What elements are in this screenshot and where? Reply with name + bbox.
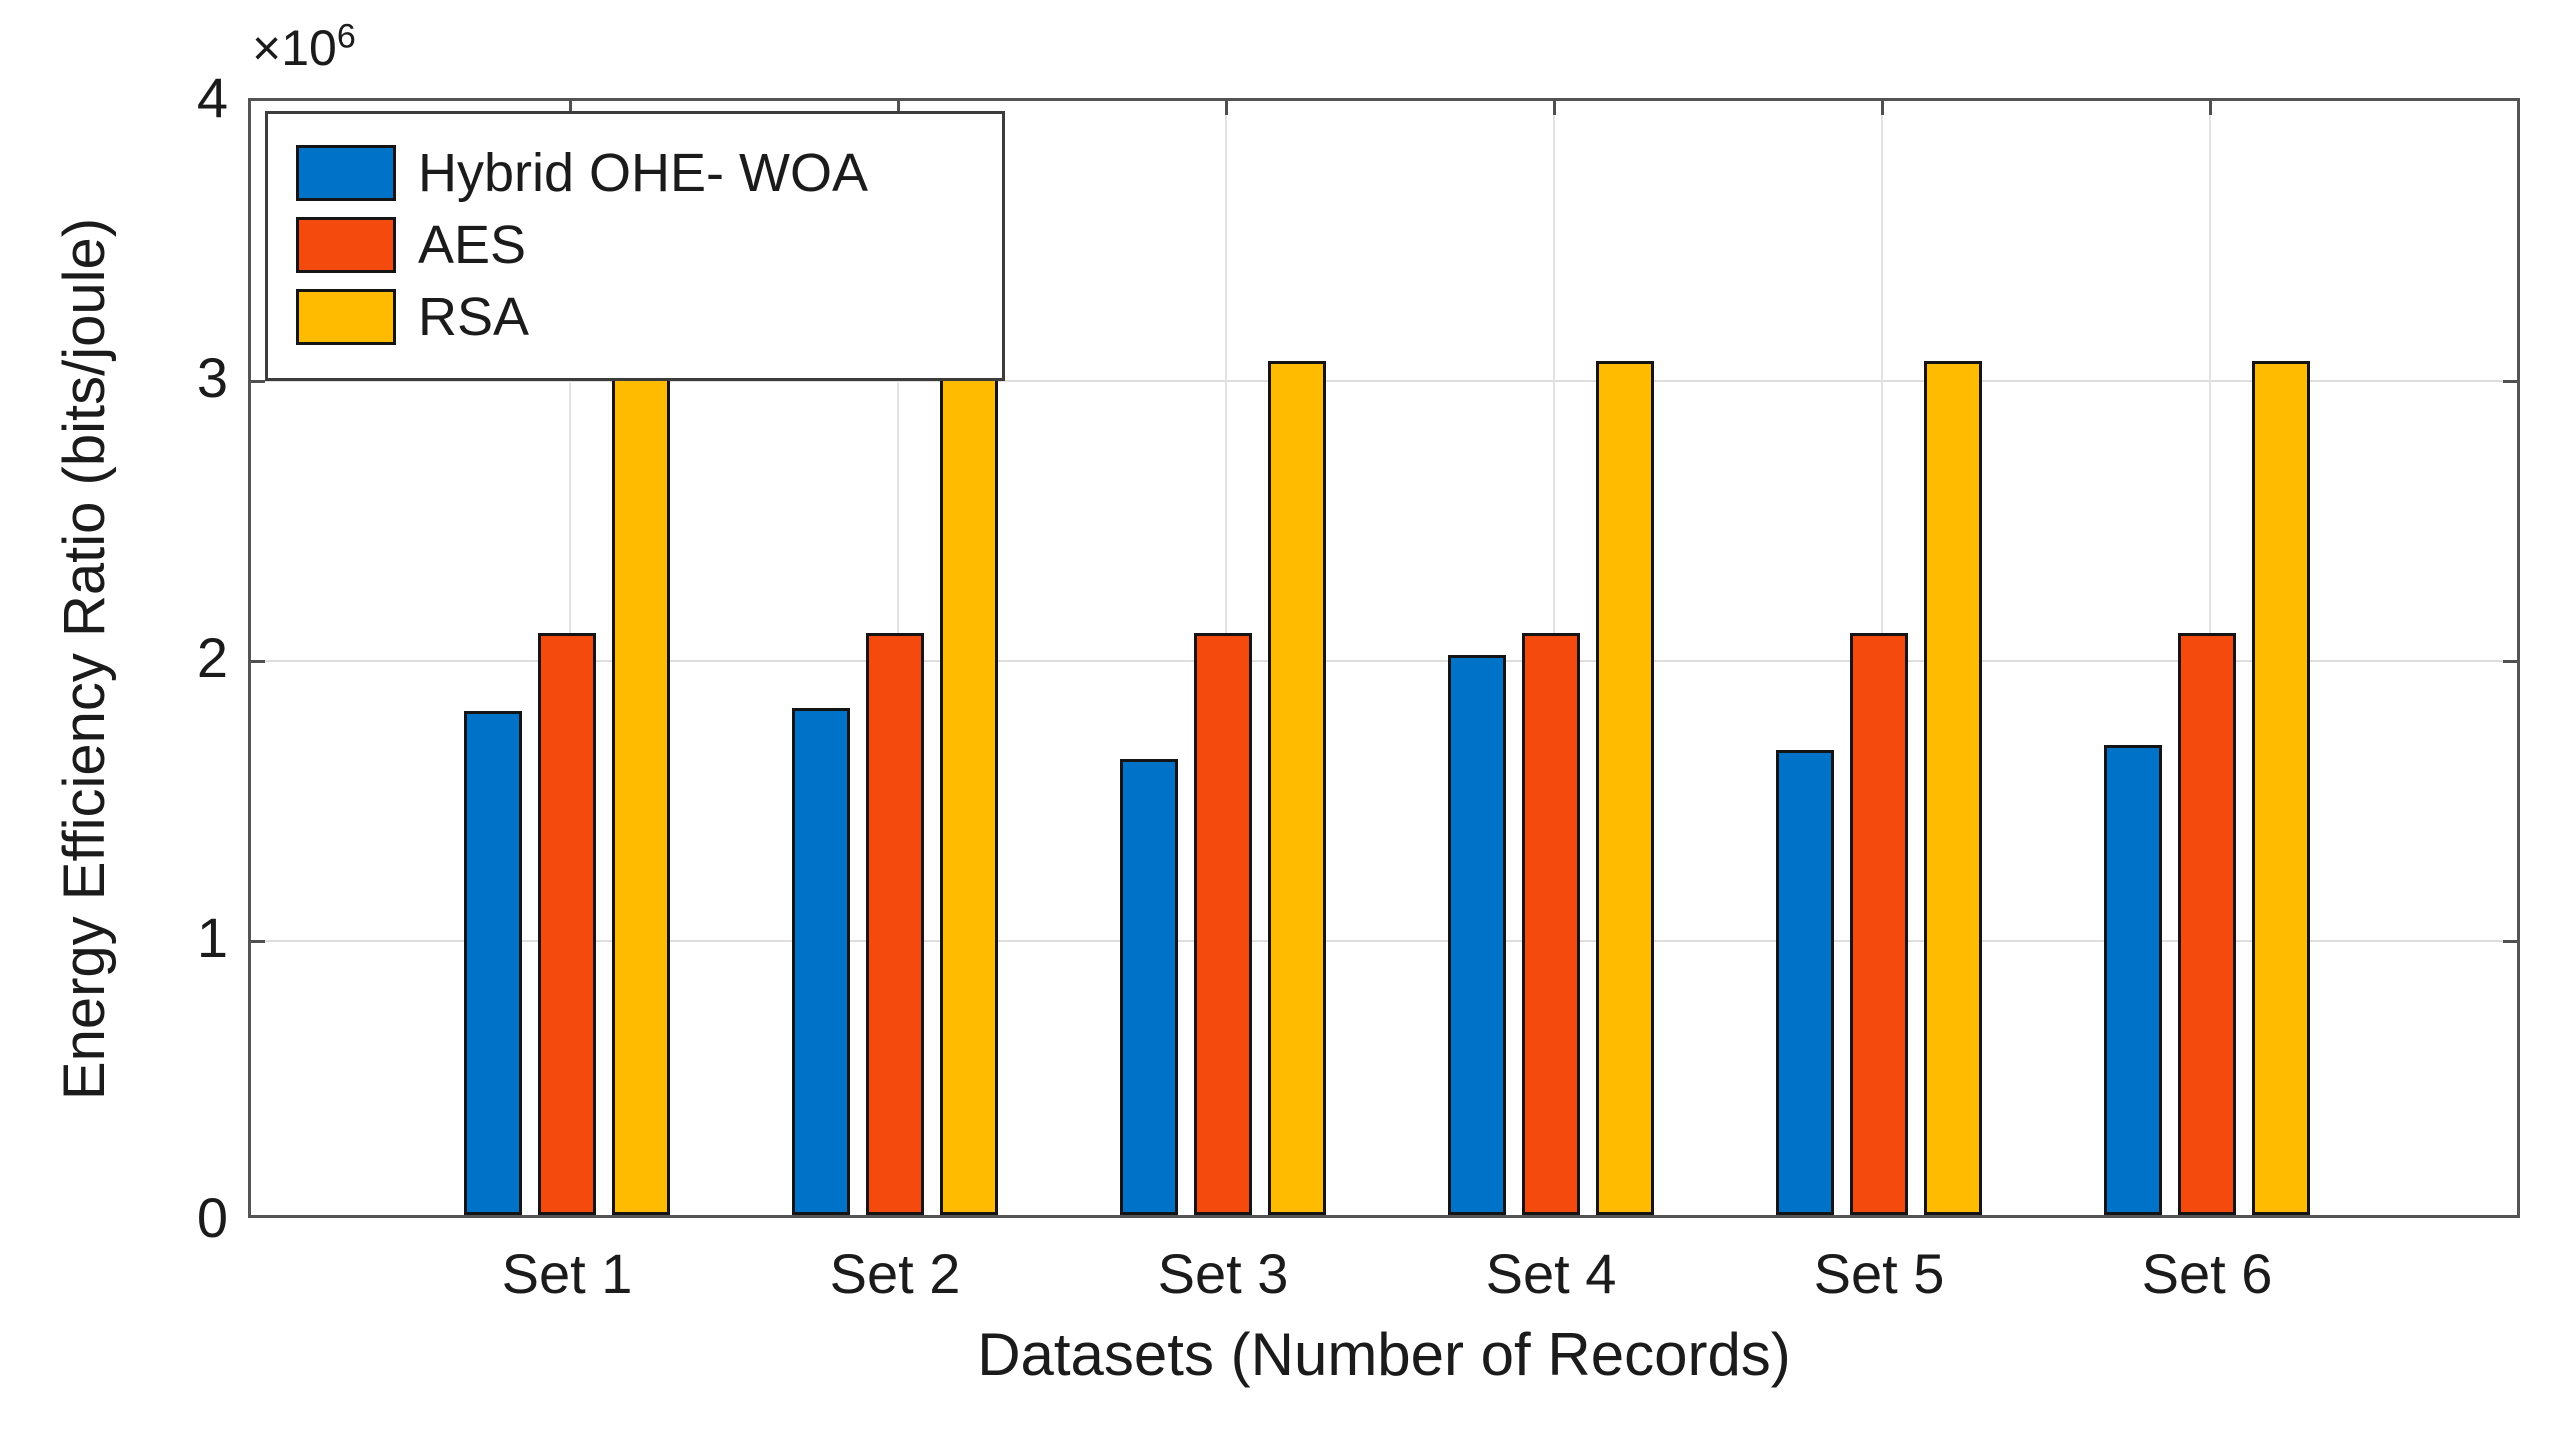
bar-rsa-set-2 [940, 361, 998, 1215]
top-tick [1225, 101, 1228, 115]
top-tick [2209, 101, 2212, 115]
y-tick-label-4: 4 [196, 66, 228, 129]
bar-rsa-set-3 [1268, 361, 1326, 1215]
legend-swatch-2 [296, 217, 396, 273]
bar-aes-set-6 [2178, 633, 2236, 1215]
legend-swatch-1 [296, 145, 396, 201]
gridline-y-3 [251, 380, 2517, 382]
top-tick [897, 101, 900, 115]
x-tick-label-5: Set 5 [1813, 1242, 1945, 1305]
x-tick-label-2: Set 2 [829, 1242, 961, 1305]
bar-rsa-set-4 [1596, 361, 1654, 1215]
y-tick-label-1: 1 [196, 906, 228, 969]
bar-rsa-set-1 [612, 361, 670, 1215]
y-exponent-power: 6 [336, 17, 356, 56]
legend-label-2: AES [418, 215, 527, 275]
gridline-y-1 [251, 940, 2517, 942]
bar-hybrid-ohe-woa-set-2 [792, 708, 850, 1215]
bar-aes-set-1 [538, 633, 596, 1215]
legend-item-1: Hybrid OHE- WOA [296, 142, 1002, 204]
y-exponent-base: ×10 [252, 20, 337, 76]
right-tick [2503, 940, 2517, 943]
top-tick [1553, 101, 1556, 115]
bar-rsa-set-5 [1924, 361, 1982, 1215]
legend-label-1: Hybrid OHE- WOA [418, 143, 869, 203]
bar-aes-set-3 [1194, 633, 1252, 1215]
y-tick-label-3: 3 [196, 346, 228, 409]
y-tick-label-2: 2 [196, 626, 228, 689]
x-tick-label-4: Set 4 [1485, 1242, 1617, 1305]
y-axis-exponent: ×106 [252, 18, 356, 78]
bar-hybrid-ohe-woa-set-4 [1448, 655, 1506, 1215]
bar-aes-set-2 [866, 633, 924, 1215]
left-tick [251, 380, 265, 383]
legend-item-3: RSA [296, 286, 1002, 348]
y-tick-label-0: 0 [196, 1186, 228, 1249]
x-tick-label-1: Set 1 [501, 1242, 633, 1305]
plot-area: Hybrid OHE- WOA AES RSA [248, 98, 2520, 1218]
bar-hybrid-ohe-woa-set-5 [1776, 750, 1834, 1215]
legend-item-2: AES [296, 214, 1002, 276]
x-tick-label-6: Set 6 [2141, 1242, 2273, 1305]
left-tick [251, 940, 265, 943]
x-tick-label-3: Set 3 [1157, 1242, 1289, 1305]
right-tick [2503, 660, 2517, 663]
bar-hybrid-ohe-woa-set-3 [1120, 759, 1178, 1215]
bar-hybrid-ohe-woa-set-1 [464, 711, 522, 1215]
top-tick [1881, 101, 1884, 115]
top-tick [569, 101, 572, 115]
legend: Hybrid OHE- WOA AES RSA [265, 111, 1005, 381]
bar-aes-set-4 [1522, 633, 1580, 1215]
bar-hybrid-ohe-woa-set-6 [2104, 745, 2162, 1215]
bar-aes-set-5 [1850, 633, 1908, 1215]
left-tick [251, 660, 265, 663]
legend-label-3: RSA [418, 287, 530, 347]
right-tick [2503, 380, 2517, 383]
legend-swatch-3 [296, 289, 396, 345]
bar-rsa-set-6 [2252, 361, 2310, 1215]
x-axis-label: Datasets (Number of Records) [977, 1321, 1791, 1388]
gridline-y-2 [251, 660, 2517, 662]
y-axis-label: Energy Efficiency Ratio (bits/joule) [52, 217, 117, 1101]
